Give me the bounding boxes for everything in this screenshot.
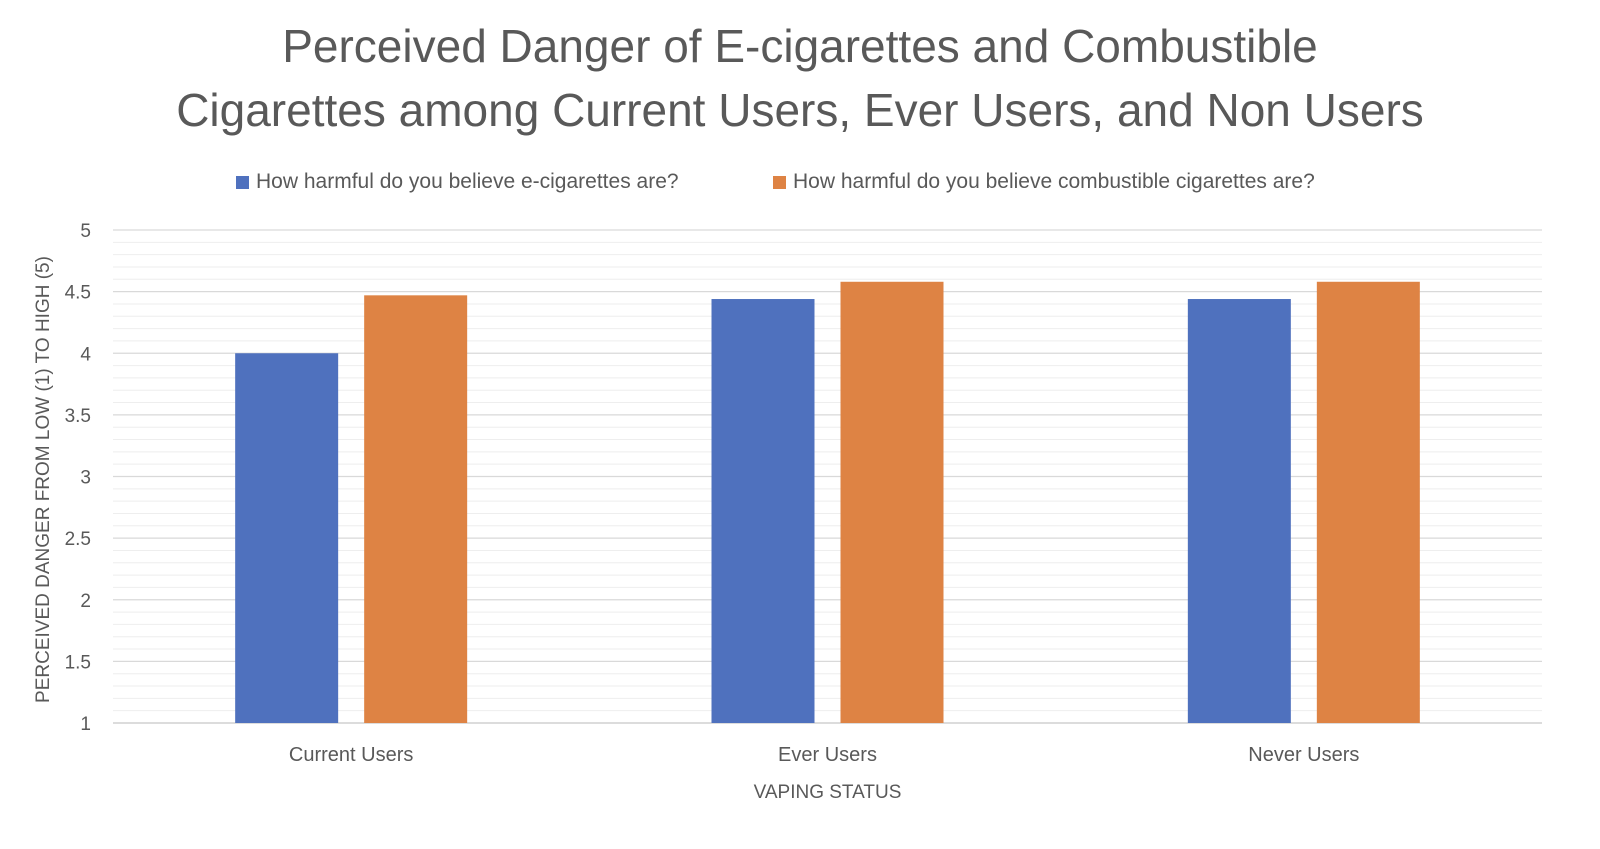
y-tick-label: 3 — [80, 468, 91, 489]
y-axis-title: PERCEIVED DANGER FROM LOW (1) TO HIGH (5… — [33, 256, 54, 703]
legend-label-combustible: How harmful do you believe combustible c… — [793, 170, 1315, 193]
bar-e-cigarettes-never-users — [1187, 299, 1291, 723]
chart-title-line-1: Perceived Danger of E-cigarettes and Com… — [282, 20, 1318, 72]
x-axis-title: VAPING STATUS — [754, 782, 902, 803]
y-tick-label: 2 — [80, 591, 91, 612]
y-tick-label: 1 — [80, 714, 91, 735]
y-tick-label: 4 — [80, 344, 91, 365]
bar-combustible-ever-users — [840, 281, 944, 723]
legend-swatch-e-cigarettes — [236, 175, 249, 189]
legend-item-combustible: How harmful do you believe combustible c… — [773, 170, 1315, 194]
x-category-label: Current Users — [289, 744, 413, 766]
bar-e-cigarettes-ever-users — [711, 299, 815, 723]
chart-legend: How harmful do you believe e-cigarettes … — [0, 170, 1600, 200]
bar-combustible-current-users — [364, 295, 468, 723]
legend-label-e-cigarettes: How harmful do you believe e-cigarettes … — [256, 170, 679, 193]
y-tick-label: 5 — [80, 221, 91, 242]
chart-title: Perceived Danger of E-cigarettes and Com… — [0, 14, 1600, 142]
y-tick-label: 4.5 — [65, 283, 91, 304]
y-tick-label: 2.5 — [65, 529, 91, 550]
y-tick-label: 3.5 — [65, 406, 91, 427]
bar-combustible-never-users — [1316, 281, 1420, 723]
chart-title-line-2: Cigarettes among Current Users, Ever Use… — [176, 84, 1424, 136]
legend-item-e-cigarettes: How harmful do you believe e-cigarettes … — [236, 170, 679, 194]
x-category-label: Never Users — [1248, 744, 1359, 766]
legend-swatch-combustible — [773, 175, 786, 189]
x-category-label: Ever Users — [778, 744, 877, 766]
y-tick-label: 1.5 — [65, 652, 91, 673]
bar-e-cigarettes-current-users — [235, 353, 339, 723]
